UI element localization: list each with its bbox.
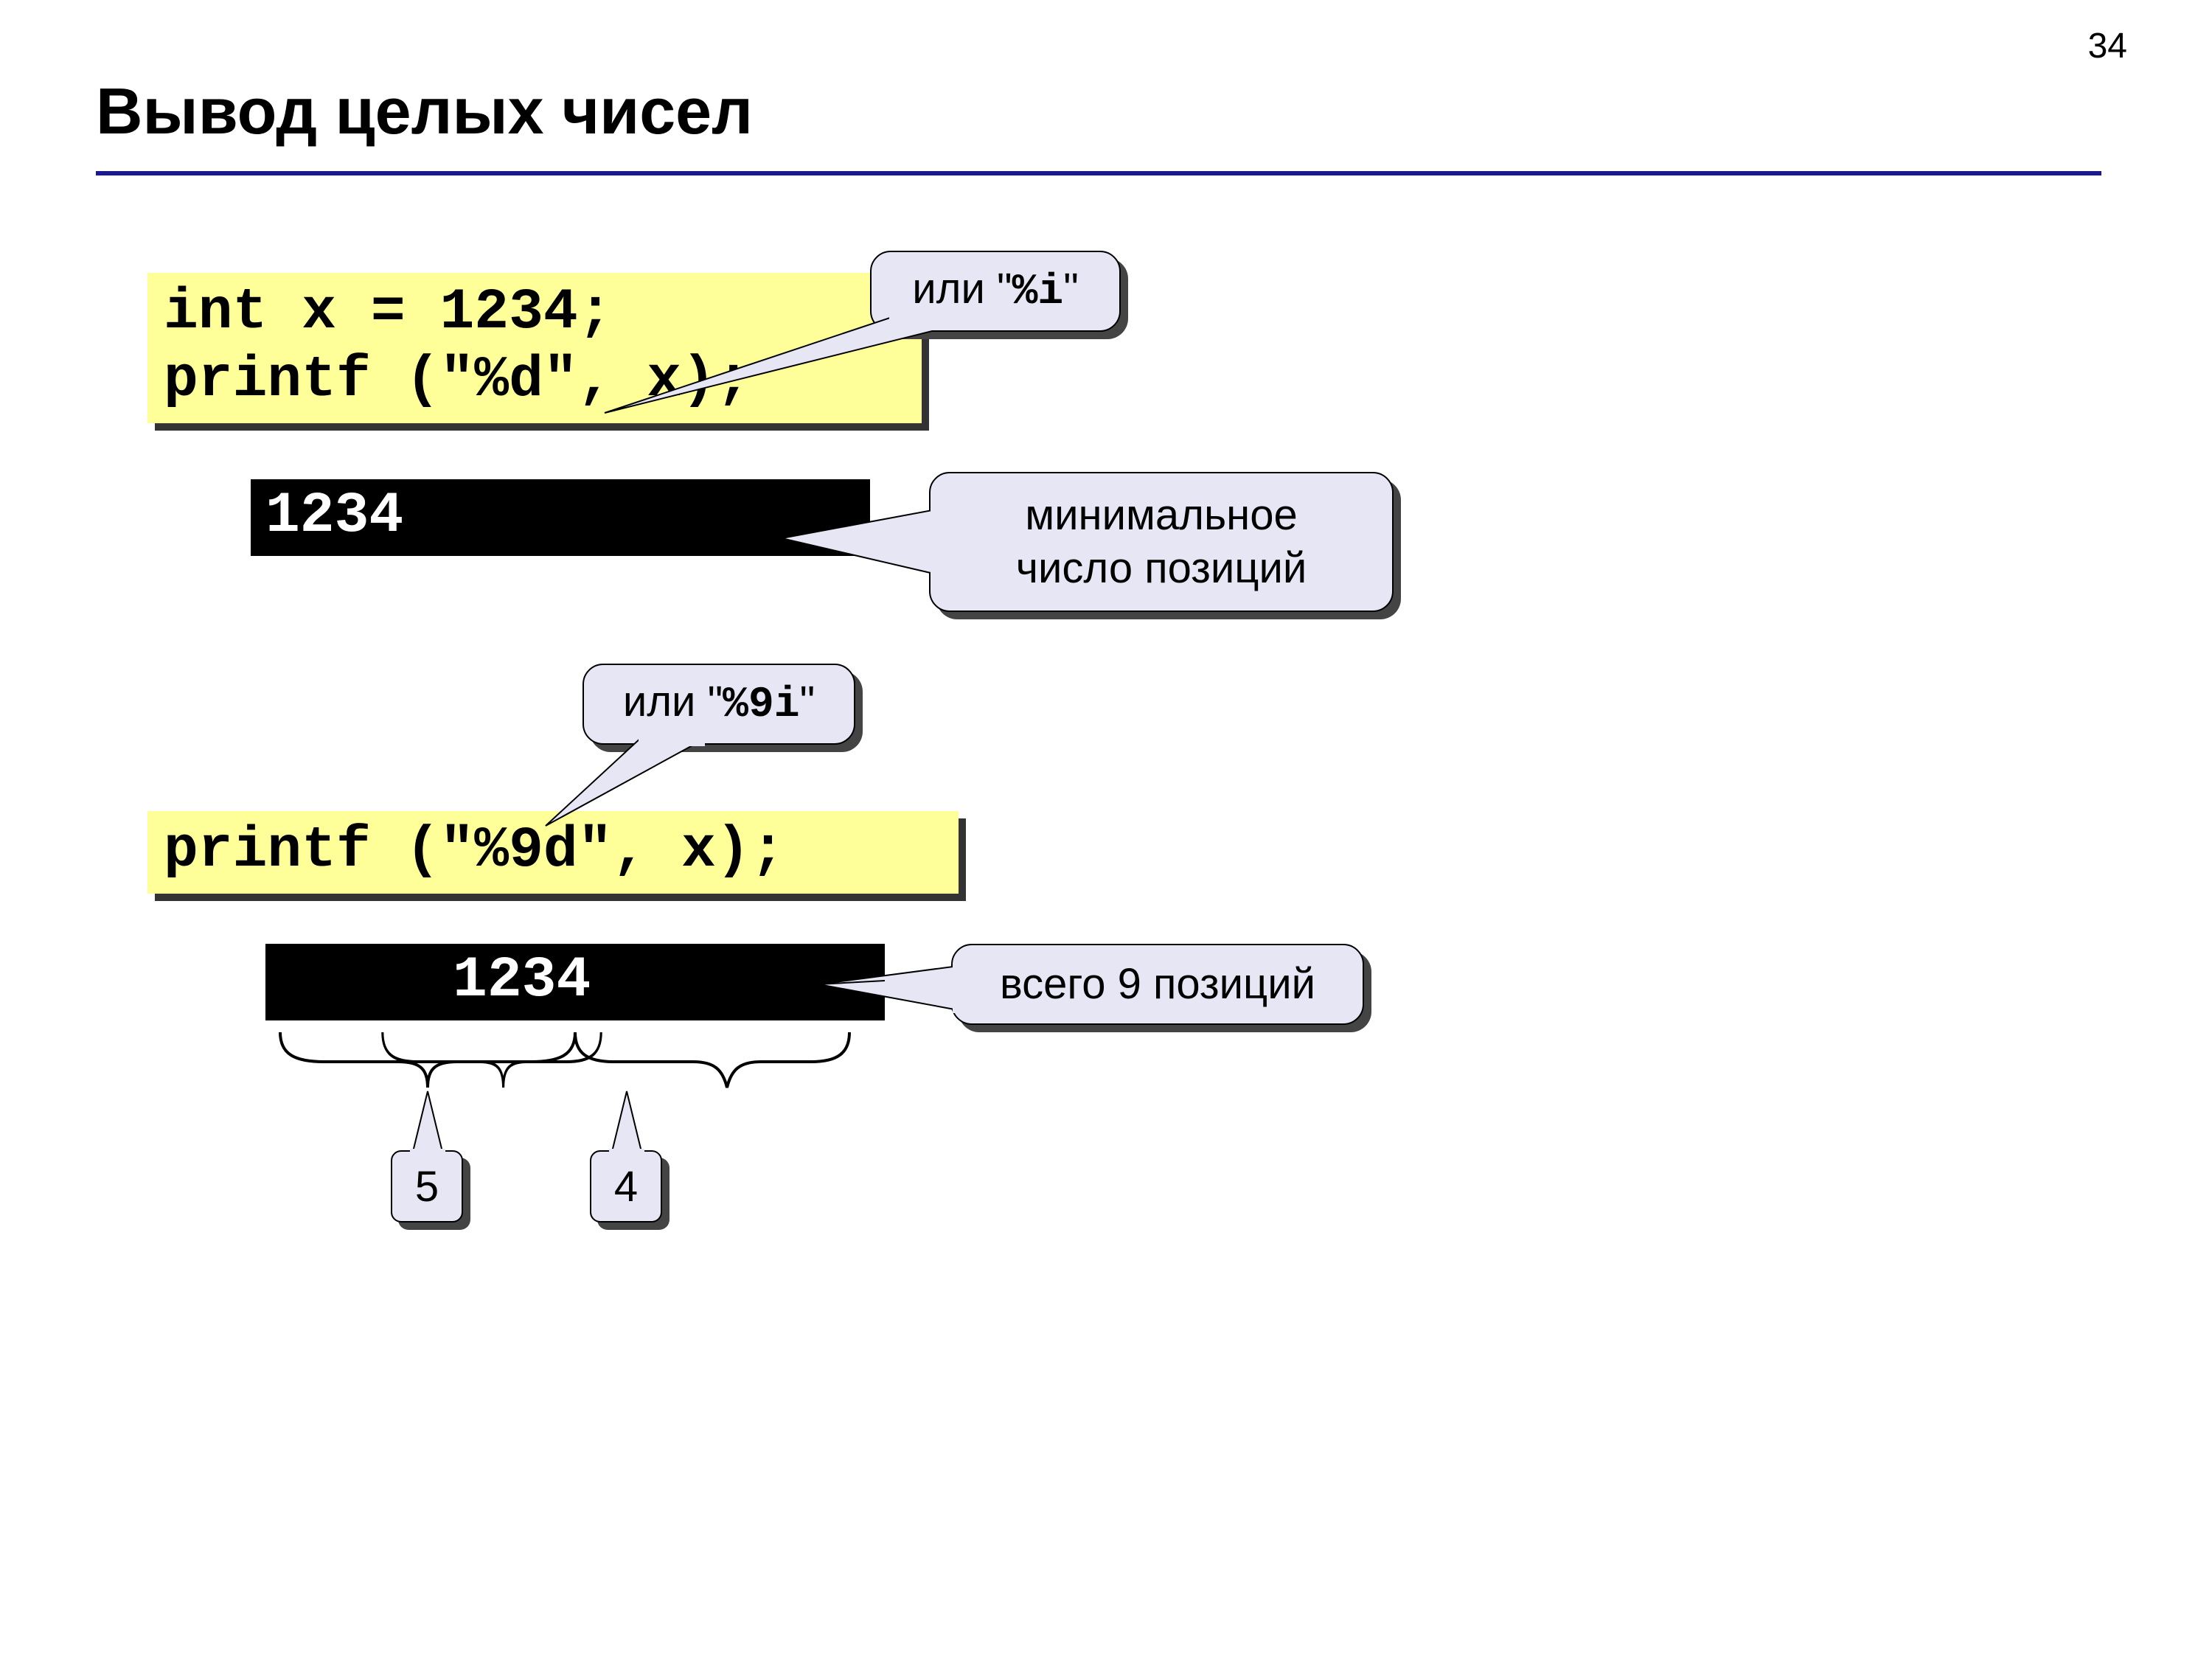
slide-title: Вывод целых чисел <box>96 74 753 149</box>
callout-9i-pre: или " <box>623 678 723 726</box>
callout-total-positions: всего 9 позиций <box>951 944 1364 1025</box>
page-number: 34 <box>2088 26 2127 66</box>
code-block-2: printf ("%9d", x); <box>147 811 959 894</box>
callout-9i-post: " <box>800 678 815 726</box>
callout-i-post: " <box>1063 265 1079 313</box>
callout-min-positions: минимальное число позиций <box>929 472 1394 612</box>
console-output-1: 1234 <box>251 479 870 556</box>
callout-i-mono: %i <box>1012 268 1064 316</box>
callout-percent-9i: или "%9i" <box>582 664 855 745</box>
chip-right-count: 4 <box>590 1150 662 1222</box>
callout-9i-mono: %9i <box>723 681 799 729</box>
code-block-1: int x = 1234; printf ("%d", x); <box>147 273 922 423</box>
callout-percent-i: или "%i" <box>870 251 1121 332</box>
console-output-2: 1234 <box>265 944 885 1020</box>
title-underline <box>96 171 2101 175</box>
callout-i-pre: или " <box>912 265 1012 313</box>
chip-left-count: 5 <box>391 1150 463 1222</box>
